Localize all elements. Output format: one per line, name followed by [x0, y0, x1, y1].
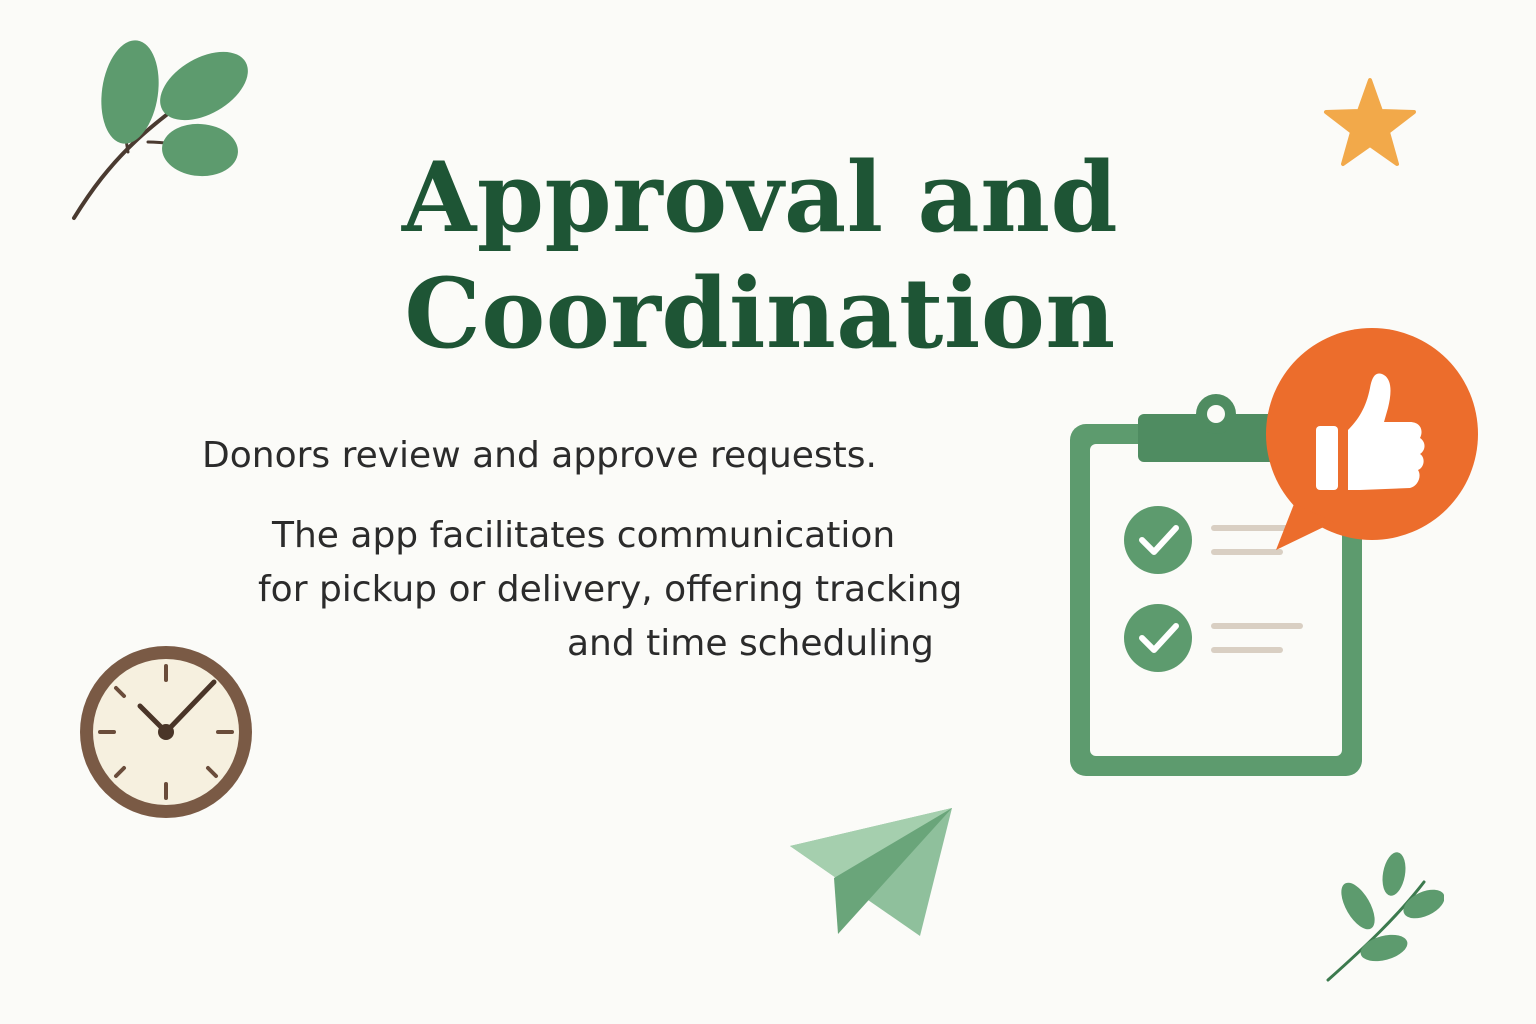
star-icon — [1324, 78, 1416, 166]
title-line-1: Approval and — [401, 141, 1119, 254]
clock-icon — [80, 646, 252, 818]
subtitle: Donors review and approve requests. — [202, 435, 877, 476]
paper-plane-icon — [790, 808, 952, 936]
description-line-1: The app facilitates communication — [272, 515, 896, 556]
page-title: Approval and Coordination — [300, 140, 1220, 372]
leaf-branch-icon — [72, 40, 248, 220]
title-line-2: Coordination — [404, 257, 1116, 370]
description-line-3: and time scheduling — [567, 623, 934, 664]
thumbs-up-icon — [1266, 328, 1478, 550]
clipboard-checklist-icon — [1070, 394, 1362, 776]
description-line-2: for pickup or delivery, offering trackin… — [258, 569, 963, 610]
leaf-sprig-icon — [1326, 852, 1444, 982]
